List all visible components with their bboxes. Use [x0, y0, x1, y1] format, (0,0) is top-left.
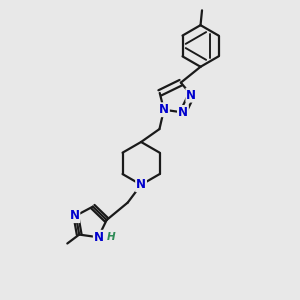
Text: N: N: [159, 103, 169, 116]
Text: N: N: [186, 88, 197, 102]
Text: N: N: [69, 209, 80, 222]
Text: N: N: [136, 178, 146, 191]
Text: N: N: [94, 231, 104, 244]
Text: N: N: [178, 106, 188, 119]
Text: H: H: [106, 232, 115, 242]
